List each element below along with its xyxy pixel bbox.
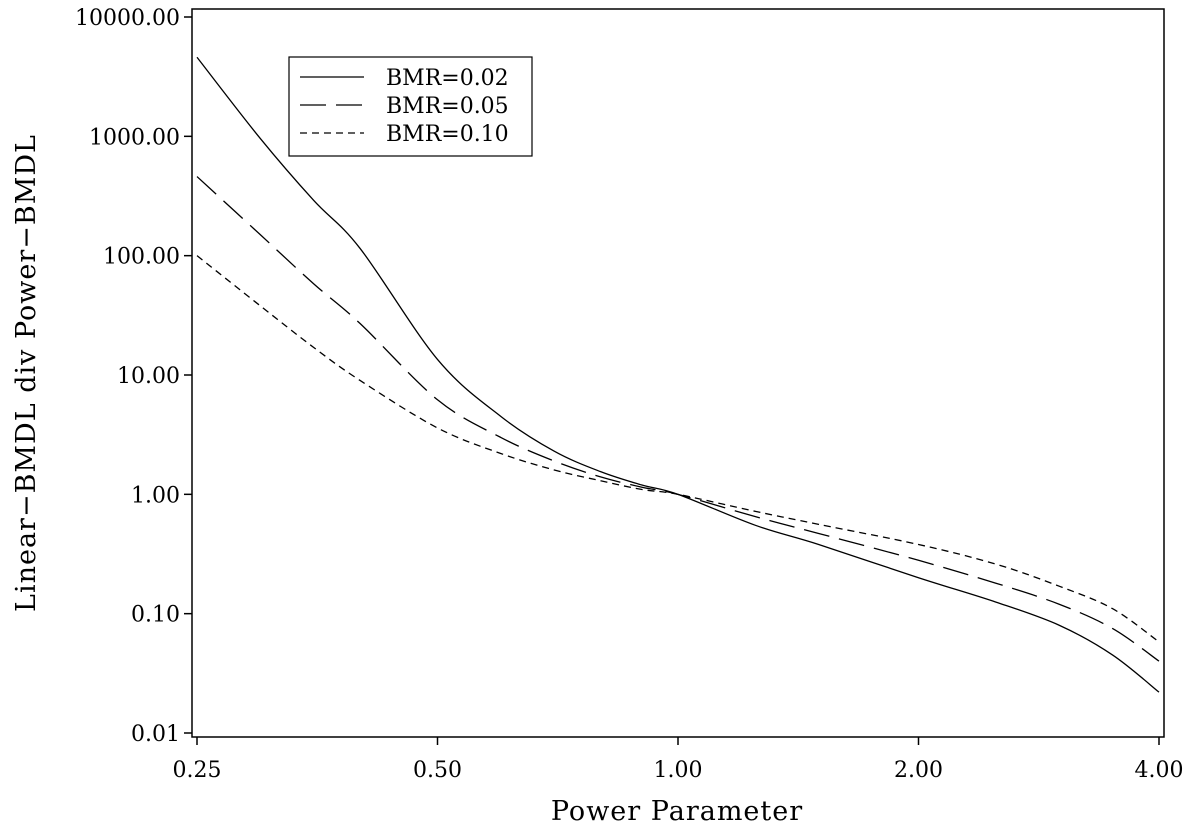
series-line-bmr-0-02 xyxy=(196,56,1160,693)
y-tick-label: 0.01 xyxy=(131,722,180,747)
x-tick-label: 1.00 xyxy=(654,758,703,783)
y-tick-label: 1000.00 xyxy=(89,125,180,150)
y-tick-label: 100.00 xyxy=(103,245,180,270)
series-line-bmr-0-05 xyxy=(196,176,1160,662)
y-tick-label: 10000.00 xyxy=(75,6,180,31)
y-tick-label: 0.10 xyxy=(131,603,180,628)
series-line-bmr-0-10 xyxy=(196,255,1160,643)
x-tick-label: 0.50 xyxy=(413,758,462,783)
y-tick-label: 10.00 xyxy=(117,364,180,389)
x-tick-label: 2.00 xyxy=(894,758,943,783)
y-axis-title: Linear−BMDL div Power−BMDL xyxy=(11,134,42,612)
legend-label-bmr-002: BMR=0.02 xyxy=(386,66,509,91)
y-tick-label: 1.00 xyxy=(131,483,180,508)
legend-label-bmr-005: BMR=0.05 xyxy=(386,94,509,119)
series-group xyxy=(196,56,1160,693)
legend-box xyxy=(288,56,533,157)
legend-label-bmr-010: BMR=0.10 xyxy=(386,122,509,147)
legend: BMR=0.02 BMR=0.05 BMR=0.10 xyxy=(288,56,533,157)
y-axis: 0.01 0.10 1.00 10.00 100.00 1000.00 10000.00 xyxy=(75,6,192,747)
x-tick-label: 0.25 xyxy=(173,758,222,783)
x-tick-label: 4.00 xyxy=(1135,758,1184,783)
x-axis-title: Power Parameter xyxy=(551,796,803,827)
x-axis: 0.25 0.50 1.00 2.00 4.00 xyxy=(173,737,1184,783)
